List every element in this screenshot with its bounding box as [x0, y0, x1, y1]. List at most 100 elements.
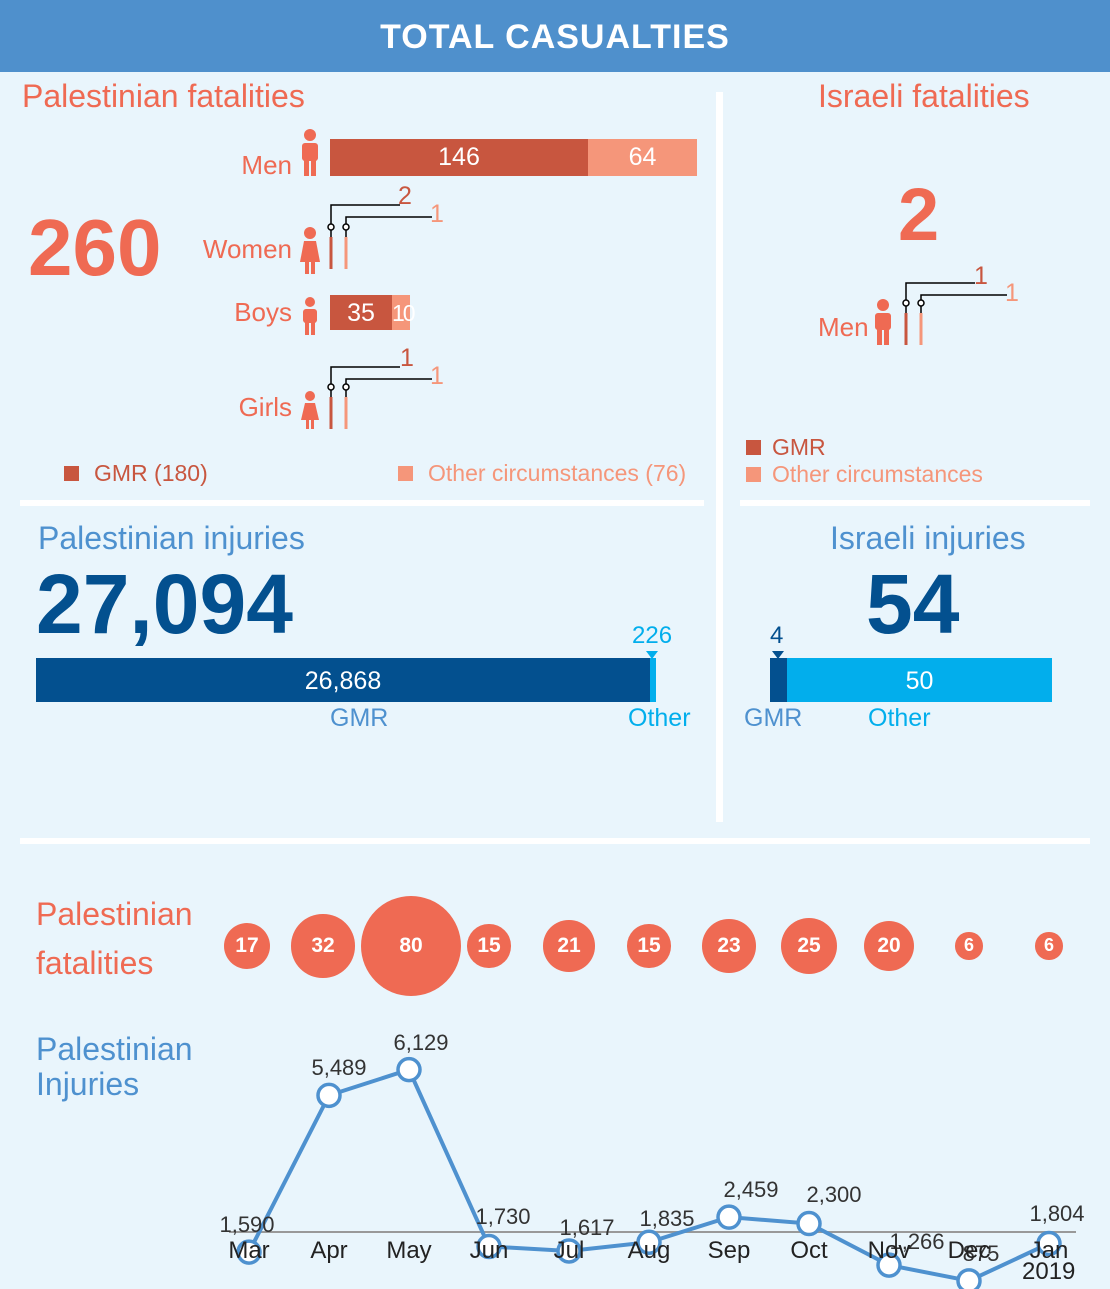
pal-injuries-other-value: 226 [632, 622, 673, 649]
pointer-icon [772, 651, 784, 659]
fatalities-bubble-jan: 6 [1035, 932, 1063, 960]
isr-injuries-gmr-label: GMR [744, 704, 803, 732]
month-label-dec: Dec [947, 1237, 991, 1264]
fatalities-bubble-jun: 15 [467, 924, 511, 968]
man-icon [875, 299, 891, 345]
section-divider [740, 500, 1090, 506]
man-icon [302, 129, 318, 176]
month-label-aug: Aug [627, 1237, 671, 1264]
girl-icon [301, 391, 319, 429]
monthly-fatalities-label: Palestinian fatalities [36, 890, 193, 988]
fatalities-bubble-nov: 20 [864, 921, 914, 971]
israeli-fatalities-total: 2 [898, 173, 940, 256]
pal-injuries-other-bar [650, 658, 656, 702]
israeli-injuries-title: Israeli injuries [830, 520, 1026, 556]
legend-other-swatch [398, 466, 413, 481]
legend-other-label: Other circumstances (76) [428, 460, 687, 486]
girls-gmr-value: 1 [400, 344, 414, 372]
boys-other-bar: 10 [392, 295, 416, 330]
section-divider [20, 838, 1090, 844]
women-leader-lines [327, 204, 432, 269]
palestinian-fatalities-total: 260 [28, 203, 162, 292]
injuries-value-label: 1,835 [639, 1206, 695, 1232]
palestinian-injuries-title: Palestinian injuries [38, 520, 305, 556]
fatalities-bubble-jul: 21 [543, 920, 595, 972]
israeli-men-gmr-value: 1 [974, 262, 988, 290]
injuries-value-label: 1,730 [475, 1204, 531, 1230]
injuries-value-label: 1,804 [1029, 1201, 1085, 1227]
row-label-boys: Boys [234, 297, 292, 327]
section-divider [20, 500, 704, 506]
injuries-value-label: 2,300 [806, 1181, 862, 1207]
injuries-point-oct [796, 1210, 822, 1237]
monthly-injuries-label-line1: Palestinian [36, 1031, 193, 1067]
month-label-sep: Sep [707, 1237, 751, 1264]
injuries-point-apr [316, 1082, 342, 1109]
girls-other-value: 1 [430, 362, 444, 390]
injuries-value-label: 1,590 [219, 1212, 275, 1238]
injuries-point-jan [1036, 1230, 1062, 1257]
monthly-injuries-label-line2: Injuries [36, 1066, 140, 1102]
israeli-row-label-men: Men [818, 312, 869, 342]
men-gmr-bar: 146 [330, 139, 588, 176]
women-gmr-value: 2 [398, 182, 412, 210]
injuries-point-may [396, 1056, 422, 1083]
monthly-injuries-label: Palestinian Injuries [36, 1032, 193, 1102]
boys-gmr-bar: 35 [330, 295, 392, 330]
israeli-injuries-total: 54 [866, 557, 960, 651]
fatalities-bubble-oct: 25 [781, 918, 837, 974]
fatalities-bubble-apr: 32 [291, 914, 355, 978]
injuries-point-jun [476, 1233, 502, 1260]
legend-gmr-swatch [746, 440, 761, 455]
injuries-point-dec [956, 1268, 982, 1289]
palestinian-fatalities-title: Palestinian fatalities [22, 78, 305, 114]
boy-icon [303, 297, 317, 335]
isr-injuries-gmr-bar [770, 658, 787, 702]
injuries-value-label: 2,459 [723, 1177, 779, 1203]
israeli-injuries-gmr-value: 4 [770, 622, 784, 649]
injuries-point-nov [876, 1252, 902, 1278]
month-label-may: May [386, 1237, 432, 1264]
injuries-point-jul [556, 1238, 582, 1264]
fatalities-bubble-dec: 6 [955, 932, 983, 960]
girls-leader-lines [327, 366, 432, 429]
injuries-value-label: 1,617 [559, 1214, 615, 1240]
legend-gmr-swatch [64, 466, 79, 481]
israeli-fatalities-title: Israeli fatalities [818, 78, 1030, 114]
row-label-men: Men [241, 150, 292, 180]
isr-injuries-other-bar: 50 [787, 658, 1052, 702]
row-label-girls: Girls [238, 392, 292, 422]
monthly-fatalities-label-line1: Palestinian [36, 896, 193, 932]
men-other-bar: 64 [588, 139, 697, 176]
legend-other-swatch [746, 467, 761, 482]
pal-injuries-other-label: Other [628, 704, 691, 732]
fatalities-bubble-aug: 15 [627, 924, 671, 968]
pointer-icon [646, 651, 658, 659]
pal-injuries-gmr-label: GMR [330, 704, 389, 732]
pal-injuries-gmr-bar: 26,868 [36, 658, 650, 702]
month-label-jan: Jan [1029, 1237, 1069, 1264]
palestinian-injuries-total: 27,094 [36, 557, 293, 651]
month-label-mar: Mar [228, 1237, 270, 1264]
year-label: 2019 [1022, 1258, 1076, 1285]
women-other-value: 1 [430, 200, 444, 228]
row-label-women: Women [202, 234, 292, 264]
injuries-value-label: 875 [962, 1240, 1000, 1266]
monthly-fatalities-label-line2: fatalities [36, 945, 154, 981]
month-label-jun: Jun [469, 1237, 509, 1264]
month-label-jul: Jul [553, 1237, 585, 1264]
woman-icon [300, 227, 320, 274]
injuries-point-mar [236, 1239, 262, 1265]
legend-gmr-label: GMR [772, 434, 826, 460]
month-label-oct: Oct [790, 1237, 828, 1264]
month-label-apr: Apr [310, 1237, 348, 1264]
injuries-point-aug [636, 1229, 662, 1255]
injuries-value-label: 1,266 [889, 1229, 945, 1255]
page-title: TOTAL CASUALTIES [0, 0, 1110, 72]
legend-gmr-label: GMR (180) [94, 460, 208, 486]
injuries-point-sep [716, 1204, 742, 1230]
vertical-divider [716, 92, 723, 822]
israeli-men-other-value: 1 [1005, 279, 1019, 307]
injuries-value-label: 5,489 [311, 1055, 367, 1081]
